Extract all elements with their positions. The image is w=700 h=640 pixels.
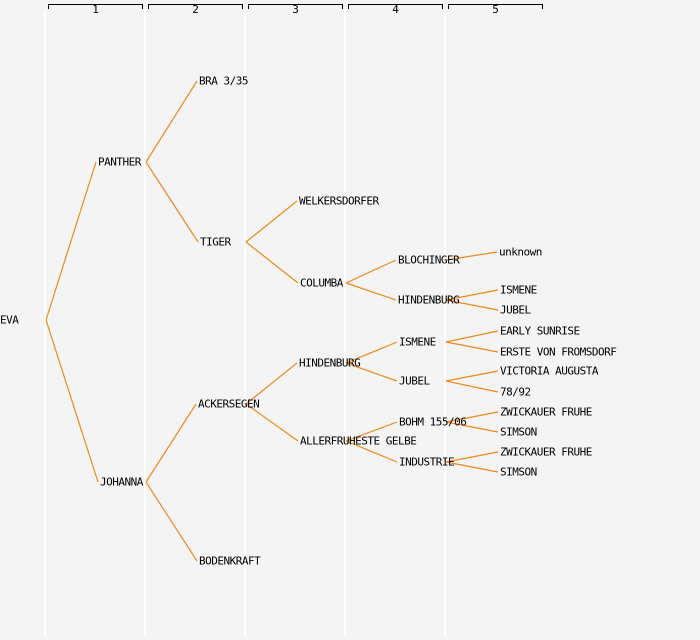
tree-node-columba[interactable]: COLUMBA — [300, 276, 343, 290]
tree-node-early-sunrise[interactable]: EARLY SUNRISE — [500, 324, 580, 338]
generation-number: 2 — [192, 3, 199, 16]
tree-node-ackersegen[interactable]: ACKERSEGEN — [198, 397, 260, 411]
tree-node-jubel-g4[interactable]: JUBEL — [399, 374, 430, 388]
edge-line — [445, 330, 499, 343]
tree-node-tiger[interactable]: TIGER — [200, 235, 231, 249]
tree-node-bohm-155-06[interactable]: BOHM 155/06 — [399, 415, 467, 429]
edge-line — [445, 370, 499, 382]
tree-node-hindenburg-g3[interactable]: HINDENBURG — [299, 356, 361, 370]
gridline — [44, 10, 46, 636]
edge-line — [345, 362, 398, 382]
edge-line — [145, 80, 198, 163]
gridline — [144, 10, 146, 636]
tree-node-ismene-g4[interactable]: ISMENE — [399, 335, 436, 349]
tree-node-simson-2[interactable]: SIMSON — [500, 465, 537, 479]
tree-node-78-92[interactable]: 78/92 — [500, 385, 531, 399]
tree-node-victoria[interactable]: VICTORIA AUGUSTA — [500, 364, 598, 378]
tree-node-allerfruheste[interactable]: ALLERFRUHESTE GELBE — [300, 434, 417, 448]
edge-line — [245, 200, 298, 243]
edge-line — [145, 481, 198, 562]
edge-line — [445, 289, 499, 301]
generation-bracket: 2 — [148, 4, 243, 16]
tree-node-bodenkraft[interactable]: BODENKRAFT — [199, 554, 261, 568]
tree-node-zwickauer-2[interactable]: ZWICKAUER FRUHE — [500, 445, 592, 459]
gridline — [244, 10, 246, 636]
generation-bracket: 4 — [348, 4, 443, 16]
edge-line — [345, 259, 397, 284]
generation-bracket: 3 — [248, 4, 343, 16]
edge-line — [345, 282, 397, 301]
edge-line — [445, 461, 499, 473]
tree-node-ismene-g5[interactable]: ISMENE — [500, 283, 537, 297]
edge-line — [345, 421, 398, 442]
tree-node-eva[interactable]: EVA — [0, 313, 19, 327]
tree-node-hindenburg-g4[interactable]: HINDENBURG — [398, 293, 460, 307]
gridline — [344, 10, 346, 636]
generation-number: 3 — [292, 3, 299, 16]
tree-node-bra-3-35[interactable]: BRA 3/35 — [199, 74, 248, 88]
edge-line — [445, 411, 499, 423]
tree-node-panther[interactable]: PANTHER — [98, 155, 141, 169]
tree-node-industrie[interactable]: INDUSTRIE — [399, 455, 455, 469]
edge-line — [245, 241, 299, 284]
edge-line — [245, 403, 299, 442]
edge-line — [145, 403, 197, 483]
edge-line — [445, 421, 499, 433]
tree-node-zwickauer-1[interactable]: ZWICKAUER FRUHE — [500, 405, 592, 419]
tree-node-johanna[interactable]: JOHANNA — [100, 475, 143, 489]
edge-line — [445, 299, 499, 311]
edge-line — [445, 451, 499, 463]
generation-number: 1 — [92, 3, 99, 16]
tree-node-unknown[interactable]: unknown — [499, 245, 542, 259]
tree-node-blochinger[interactable]: BLOCHINGER — [398, 253, 460, 267]
edge-line — [45, 319, 99, 483]
generation-number: 4 — [392, 3, 399, 16]
edge-line — [345, 341, 398, 364]
edge-line — [245, 362, 298, 405]
generation-number: 5 — [492, 3, 499, 16]
edge-line — [45, 161, 97, 321]
edge-line — [445, 380, 499, 393]
tree-node-simson-1[interactable]: SIMSON — [500, 425, 537, 439]
tree-node-erste-von[interactable]: ERSTE VON FROMSDORF — [500, 345, 617, 359]
tree-node-jubel-g5[interactable]: JUBEL — [500, 303, 531, 317]
edge-line — [445, 341, 499, 353]
edge-line — [145, 161, 199, 243]
gridline — [444, 10, 446, 636]
tree-node-welkersdorfer[interactable]: WELKERSDORFER — [299, 194, 379, 208]
generation-bracket: 1 — [48, 4, 143, 16]
edge-line — [445, 251, 498, 261]
edge-line — [345, 440, 398, 463]
generation-bracket: 5 — [448, 4, 543, 16]
